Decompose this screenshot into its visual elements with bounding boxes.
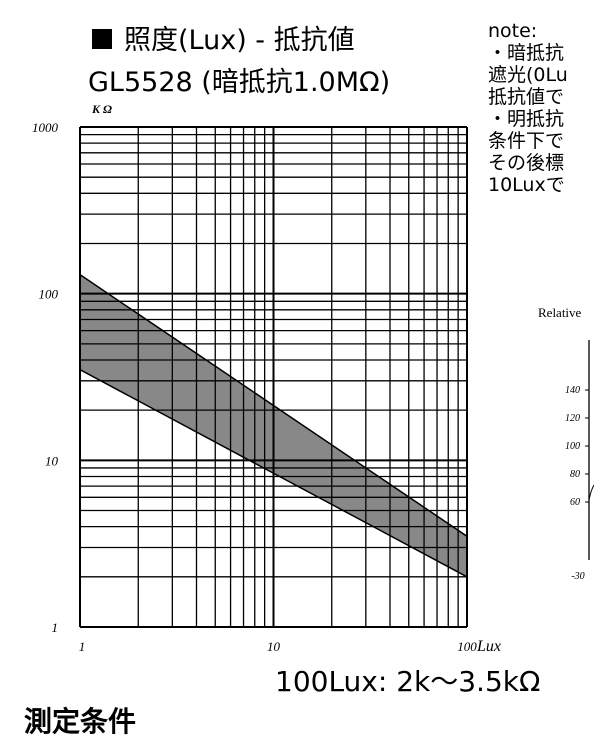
title-bullet-square	[92, 29, 112, 49]
note-line: 抵抗値で	[488, 86, 565, 108]
chart-title-line-1: 照度(Lux) - 抵抗値	[92, 18, 355, 57]
note-line: ・明抵抗	[488, 108, 565, 130]
note-line: ・暗抵抗	[488, 42, 565, 64]
x-axis-label: Lux	[476, 638, 501, 655]
inset-chart-title: Relative	[538, 305, 582, 320]
measurement-conditions-heading: 測定条件	[24, 705, 137, 738]
inset-y-tick-label: 60	[570, 497, 580, 508]
y-tick-label: 100	[39, 287, 59, 302]
inset-y-tick-label: 120	[565, 413, 580, 424]
y-tick-label: 10	[45, 453, 59, 468]
y-axis-label: K Ω	[91, 102, 112, 116]
x-tick-label: 10	[267, 639, 281, 654]
inset-y-tick-label: 80	[570, 469, 580, 480]
resistance-at-100lux: 100Lux: 2k〜3.5kΩ	[275, 665, 541, 698]
x-tick-label: 1	[79, 639, 86, 654]
inset-curve-fragment	[588, 484, 594, 501]
relative-chart-partial: Relative 140 120 100 80 60 -30	[538, 305, 594, 582]
chart-title-text: 照度(Lux) - 抵抗値	[124, 25, 355, 56]
note-line: 条件下で	[488, 130, 565, 152]
y-tick-label: 1000	[32, 120, 59, 135]
note-line: 10Luxで	[488, 174, 565, 196]
inset-y-tick-label: 100	[565, 441, 580, 452]
note-line: その後標	[488, 152, 565, 174]
x-tick-label: 100	[457, 639, 477, 654]
inset-y-tick-label: 140	[565, 385, 580, 396]
chart-title-line-2: GL5528 (暗抵抗1.0MΩ)	[88, 67, 391, 98]
note-panel: note: ・暗抵抗 遮光(0Lu 抵抗値で ・明抵抗 条件下で その後標 10…	[488, 20, 594, 196]
y-tick-label: 1	[52, 620, 59, 635]
inset-x-tick-label: -30	[571, 571, 584, 582]
note-heading: note:	[488, 20, 538, 42]
note-line: 遮光(0Lu	[488, 64, 568, 86]
